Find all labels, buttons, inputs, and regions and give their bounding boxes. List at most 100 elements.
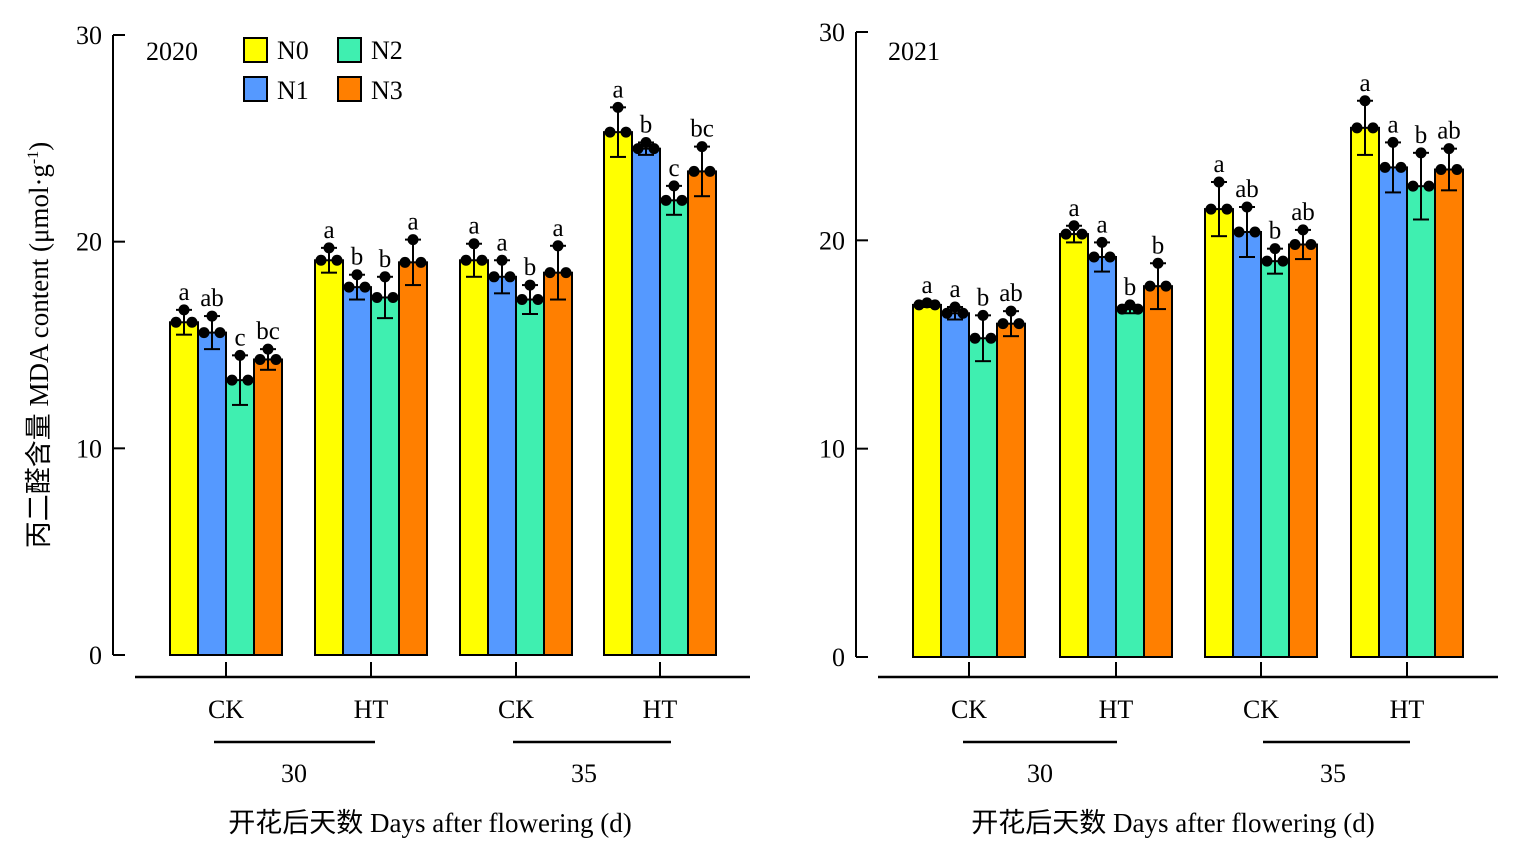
significance-letter: b	[351, 244, 364, 271]
bar	[1232, 231, 1262, 658]
significance-letter: ab	[1291, 199, 1315, 226]
bar	[1260, 260, 1290, 658]
data-point	[1261, 255, 1273, 267]
data-point	[1289, 239, 1301, 250]
data-point	[351, 269, 363, 281]
data-point	[315, 254, 327, 266]
significance-letter: a	[468, 213, 479, 240]
x-axis-label: 开花后天数 Days after flowering (d)	[228, 808, 631, 838]
category-label: HT	[1390, 695, 1425, 724]
legend-label: N1	[277, 76, 309, 105]
data-point	[913, 299, 925, 311]
data-point	[1060, 228, 1072, 240]
data-point	[262, 343, 274, 355]
y-tick-label: 30	[76, 21, 102, 50]
bar	[631, 147, 661, 657]
significance-letter: a	[496, 229, 507, 256]
significance-letter: b	[1415, 122, 1428, 149]
legend-swatch	[337, 76, 362, 102]
y-tick-label: 20	[76, 228, 102, 257]
significance-letter: a	[407, 209, 418, 236]
bar	[968, 337, 998, 658]
bar	[370, 296, 400, 656]
data-point	[331, 254, 343, 266]
data-point	[1435, 164, 1447, 175]
significance-letter: c	[668, 155, 679, 182]
data-point	[1132, 303, 1144, 315]
data-point	[1415, 147, 1427, 159]
significance-letter: ab	[1235, 176, 1259, 203]
category-label: HT	[1099, 695, 1134, 724]
data-point	[688, 165, 700, 177]
y-tick-label: 0	[832, 643, 845, 672]
bar	[603, 131, 633, 656]
data-point	[504, 271, 516, 283]
data-point	[270, 353, 282, 365]
data-point	[1205, 203, 1217, 215]
bar	[1115, 308, 1145, 658]
data-point	[620, 126, 632, 138]
data-point	[379, 271, 391, 283]
category-label: CK	[498, 695, 534, 724]
bar	[543, 271, 573, 656]
data-point	[560, 267, 572, 279]
data-point	[997, 318, 1009, 330]
legend-swatch	[243, 76, 268, 102]
legend-label: N0	[277, 36, 309, 65]
significance-letter: ab	[1437, 118, 1461, 145]
data-point	[1233, 226, 1245, 238]
significance-letter: ab	[999, 280, 1023, 307]
bar	[342, 286, 372, 656]
category-label: CK	[951, 695, 987, 724]
data-point	[170, 316, 182, 328]
bar	[314, 259, 344, 656]
data-point	[399, 256, 411, 268]
data-point	[1096, 236, 1108, 248]
significance-letter: a	[1213, 151, 1224, 178]
data-point	[1213, 176, 1225, 188]
bar	[487, 275, 517, 656]
data-point	[1407, 180, 1419, 192]
significance-letter: a	[921, 272, 932, 299]
bar	[1406, 185, 1436, 659]
data-point	[206, 310, 218, 322]
data-point	[387, 291, 399, 303]
data-point	[415, 256, 427, 268]
year-label: 2021	[888, 37, 940, 66]
bar	[1378, 166, 1408, 659]
day-label: 30	[1027, 759, 1053, 788]
data-point	[1104, 251, 1116, 263]
data-point	[1076, 228, 1088, 240]
significance-letter: b	[1269, 218, 1282, 245]
data-point	[254, 353, 266, 365]
significance-letter: b	[1152, 232, 1165, 259]
data-point	[668, 180, 680, 192]
category-label: CK	[208, 695, 244, 724]
data-point	[186, 316, 198, 328]
significance-letter: a	[949, 276, 960, 303]
bar	[398, 261, 428, 656]
data-point	[198, 327, 210, 339]
data-point	[1395, 161, 1407, 173]
significance-letter: b	[977, 284, 990, 311]
data-point	[524, 279, 536, 291]
data-point	[985, 332, 997, 344]
significance-letter: a	[612, 76, 623, 103]
significance-letter: a	[323, 217, 334, 244]
bar	[253, 358, 283, 656]
data-point	[532, 294, 544, 306]
data-point	[1221, 203, 1233, 215]
data-point	[359, 281, 371, 293]
significance-letter: b	[524, 254, 537, 281]
data-point	[1160, 280, 1172, 292]
data-point	[343, 281, 355, 293]
data-point	[1305, 239, 1317, 250]
data-point	[1241, 201, 1253, 213]
data-point	[178, 304, 190, 316]
category-label: HT	[643, 695, 678, 724]
data-point	[640, 136, 652, 148]
data-point	[1367, 122, 1379, 134]
significance-letter: bc	[690, 116, 714, 143]
